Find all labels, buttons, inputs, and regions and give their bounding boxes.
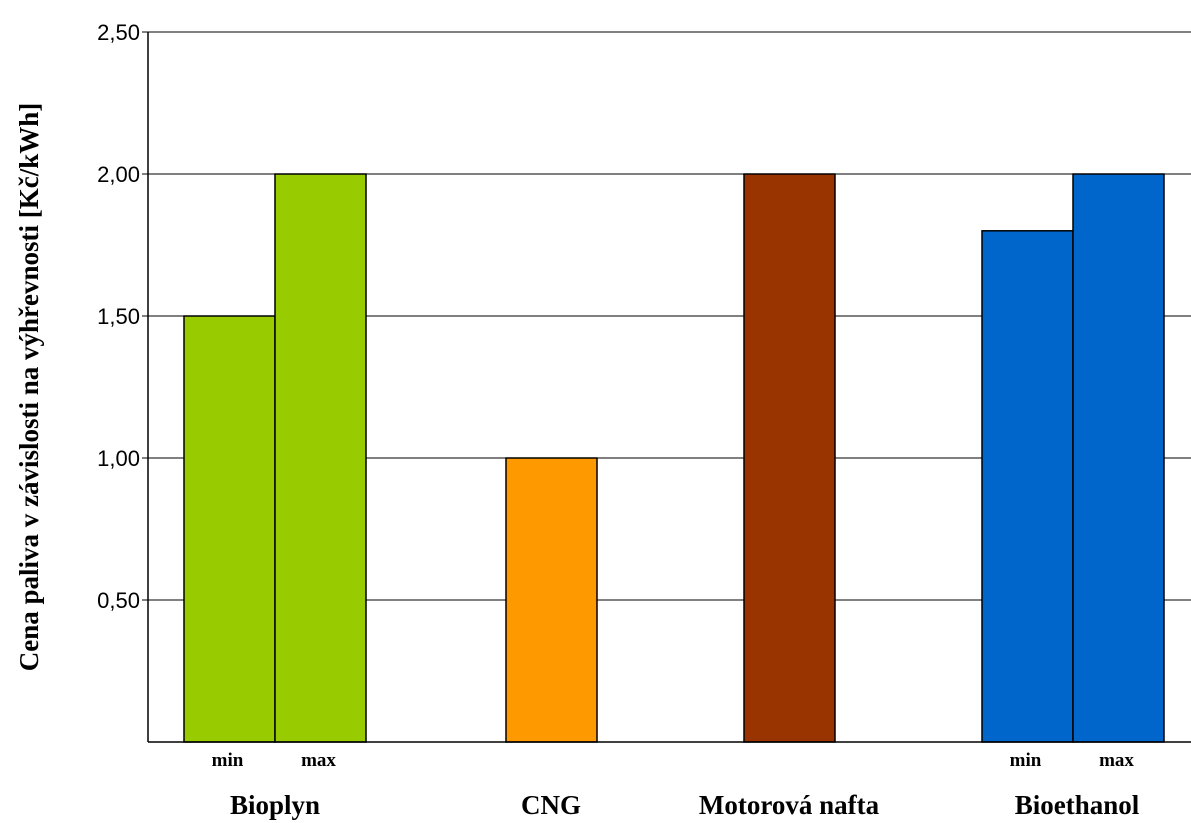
bar-bioplyn-min	[183, 315, 276, 743]
bar-motorová-nafta	[743, 173, 836, 743]
y-tick-label: 2,00	[97, 162, 140, 187]
bar-sub-labels: min max min max	[212, 750, 1135, 771]
y-tick-label: 1,50	[97, 304, 140, 329]
category-label: Bioplyn	[230, 790, 320, 820]
bar-bioplyn-max	[274, 173, 367, 743]
bar-sub-label: max	[301, 750, 336, 771]
bar-cng	[505, 457, 598, 743]
bar-bioethanol-min	[981, 230, 1074, 743]
bar-sub-label: min	[1010, 750, 1042, 771]
bar-sub-label: max	[1099, 750, 1134, 771]
category-labels: Bioplyn CNG Motorová nafta Bioethanol	[230, 790, 1140, 820]
category-label: Motorová nafta	[699, 790, 880, 820]
bar-bioethanol-max	[1072, 173, 1165, 743]
y-tick-labels: 0,50 1,00 1,50 2,00 2,50	[97, 20, 140, 613]
bar-sub-label: min	[212, 750, 244, 771]
axes	[142, 31, 1191, 743]
category-label: CNG	[521, 790, 581, 820]
bars	[183, 173, 1165, 743]
y-tick-label: 2,50	[97, 20, 140, 45]
category-label: Bioethanol	[1015, 790, 1140, 820]
y-tick-label: 1,00	[97, 446, 140, 471]
y-axis-label: Cena paliva v závislosti na výhřevnosti …	[14, 103, 44, 672]
y-tick-label: 0,50	[97, 588, 140, 613]
